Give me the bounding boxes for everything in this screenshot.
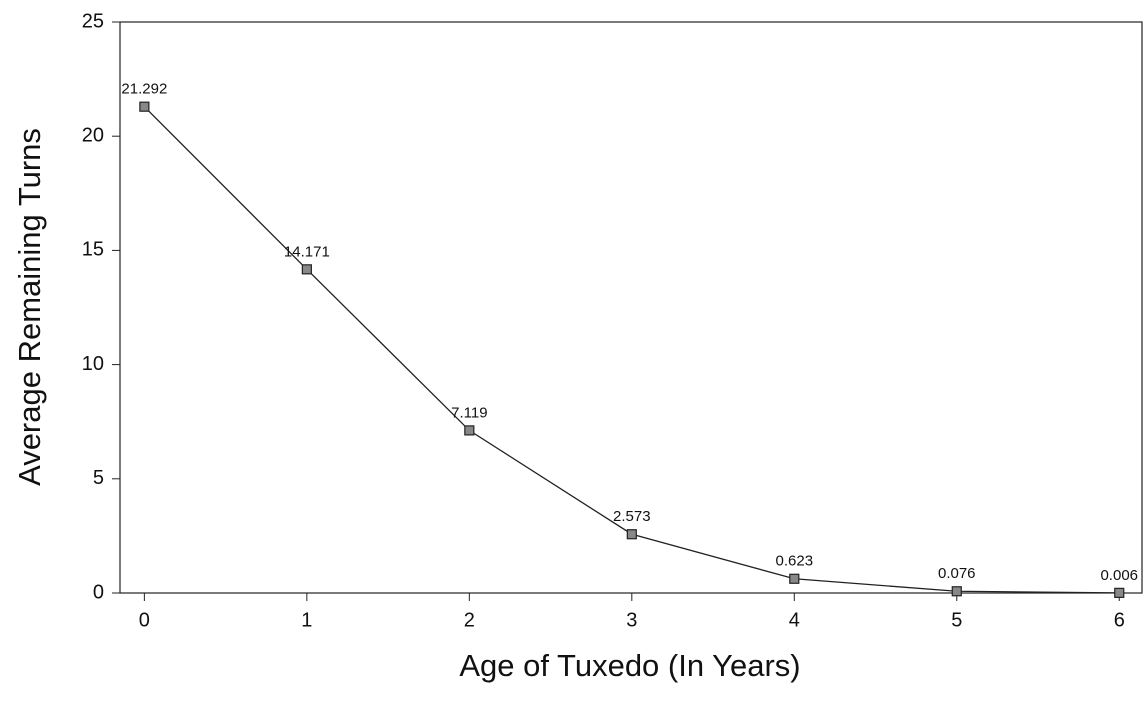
x-tick-label: 0: [139, 609, 150, 631]
data-label: 0.076: [938, 565, 976, 582]
data-label: 2.573: [613, 508, 651, 525]
marker: [464, 425, 475, 436]
data-label: 7.119: [451, 404, 487, 421]
y-tick-label: 10: [82, 353, 104, 375]
x-axis-title: Age of Tuxedo (In Years): [459, 648, 800, 683]
marker: [1114, 587, 1125, 598]
marker: [301, 264, 312, 275]
marker: [951, 586, 962, 597]
marker: [789, 573, 800, 584]
data-label: 0.006: [1100, 567, 1138, 584]
data-label: 21.292: [121, 81, 167, 98]
x-tick-label: 1: [301, 609, 312, 631]
data-label: 14.171: [284, 243, 330, 260]
marker: [626, 529, 637, 540]
y-tick-label: 25: [82, 10, 104, 32]
plot-frame: [119, 21, 1143, 594]
y-tick-label: 5: [93, 467, 104, 489]
x-tick-label: 3: [626, 609, 637, 631]
x-tick-label: 5: [951, 609, 962, 631]
y-axis-title: Average Remaining Turns: [12, 128, 47, 486]
x-tick-label: 2: [464, 609, 475, 631]
y-tick-label: 15: [82, 239, 104, 261]
marker: [139, 101, 150, 112]
x-tick-label: 4: [789, 609, 800, 631]
y-tick-label: 0: [93, 581, 104, 603]
data-label: 0.623: [776, 553, 814, 570]
x-tick-label: 6: [1114, 609, 1125, 631]
y-tick-label: 20: [82, 124, 104, 146]
